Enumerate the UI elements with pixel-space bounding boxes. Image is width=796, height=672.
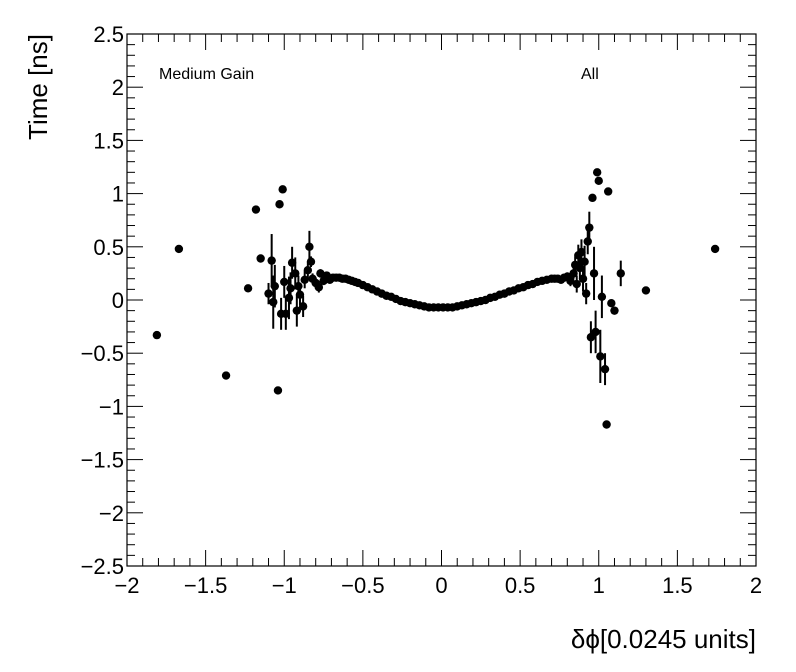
data-point: [152, 330, 162, 340]
data-point: [256, 254, 265, 263]
y-tick-label: 2.5: [93, 22, 124, 47]
y-tick-label: −1: [99, 394, 124, 419]
data-point: [305, 242, 314, 251]
data-point: [295, 290, 305, 299]
data-point: [577, 247, 586, 257]
y-tick-label: −2.5: [81, 554, 124, 579]
data-point: [264, 289, 273, 298]
data-point: [572, 279, 581, 289]
data-point: [275, 200, 284, 209]
data-point: [278, 185, 287, 194]
data-point: [292, 306, 302, 315]
data-point: [221, 371, 231, 380]
data-point: [267, 256, 276, 265]
data-point: [616, 269, 625, 278]
data-point: [600, 364, 610, 374]
x-tick-label: 0.5: [505, 573, 536, 598]
x-tick-label: 1: [593, 573, 605, 598]
data-point: [583, 237, 592, 246]
data-point: [710, 244, 720, 254]
x-tick-label: 1.5: [662, 573, 693, 598]
x-axis-title: δϕ[0.0245 units]: [571, 624, 756, 654]
data-point: [270, 281, 280, 291]
annotation-medium-gain: Medium Gain: [159, 66, 254, 83]
plot-frame: [126, 33, 757, 567]
data-point: [607, 298, 616, 308]
data-point: [251, 205, 261, 214]
data-point: [273, 386, 283, 395]
data-point: [269, 297, 278, 307]
data-point: [287, 258, 297, 267]
data-point: [281, 309, 291, 319]
data-point: [603, 187, 613, 196]
x-tick-label: −0.5: [341, 573, 384, 598]
data-point: [303, 266, 313, 275]
data-point: [314, 283, 324, 292]
x-tick-label: 0: [435, 573, 447, 598]
y-tick-label: 0.5: [93, 235, 124, 260]
data-point: [243, 284, 253, 293]
annotation-all: All: [581, 66, 599, 83]
data-point: [291, 269, 300, 278]
data-points: [152, 168, 720, 429]
axis-ticks: [126, 33, 757, 567]
data-point: [592, 168, 602, 177]
data-point: [602, 420, 611, 429]
data-point: [294, 281, 303, 291]
data-point: [610, 306, 619, 315]
y-tick-labels: −2.5 −2 −1.5 −1 −0.5 0 0.5 1 1.5 2 2.5: [81, 22, 124, 579]
data-point: [578, 274, 588, 283]
data-point: [298, 302, 308, 311]
x-tick-label: −2: [114, 573, 139, 598]
data-point: [300, 275, 309, 284]
x-tick-label: −1.5: [184, 573, 227, 598]
data-point: [589, 269, 599, 278]
data-point: [280, 277, 289, 287]
x-tick-label: −1: [272, 573, 297, 598]
y-tick-label: 1: [112, 182, 124, 207]
y-tick-label: −0.5: [81, 341, 124, 366]
data-point: [591, 327, 600, 337]
y-tick-label: 2: [112, 75, 124, 100]
y-tick-label: −1.5: [81, 448, 124, 473]
data-point: [597, 292, 607, 302]
data-point: [588, 193, 597, 203]
y-tick-label: 1.5: [93, 128, 124, 153]
data-point: [566, 276, 575, 286]
y-axis-title: Time [ns]: [23, 34, 53, 140]
data-point: [594, 176, 603, 186]
data-point: [569, 269, 578, 278]
data-point: [284, 293, 294, 303]
x-tick-label: 2: [750, 573, 762, 598]
data-point: [580, 257, 589, 266]
data-point: [575, 263, 585, 273]
data-point: [286, 284, 295, 293]
data-point: [641, 286, 651, 295]
error-bars: [267, 211, 622, 386]
data-point: [585, 223, 594, 232]
data-point: [596, 352, 605, 361]
data-point: [306, 257, 316, 266]
x-tick-labels: −2 −1.5 −1 −0.5 0 0.5 1 1.5 2: [114, 573, 762, 598]
data-point: [581, 289, 591, 298]
data-point: [174, 244, 184, 254]
y-tick-label: 0: [112, 288, 124, 313]
y-tick-label: −2: [99, 501, 124, 526]
